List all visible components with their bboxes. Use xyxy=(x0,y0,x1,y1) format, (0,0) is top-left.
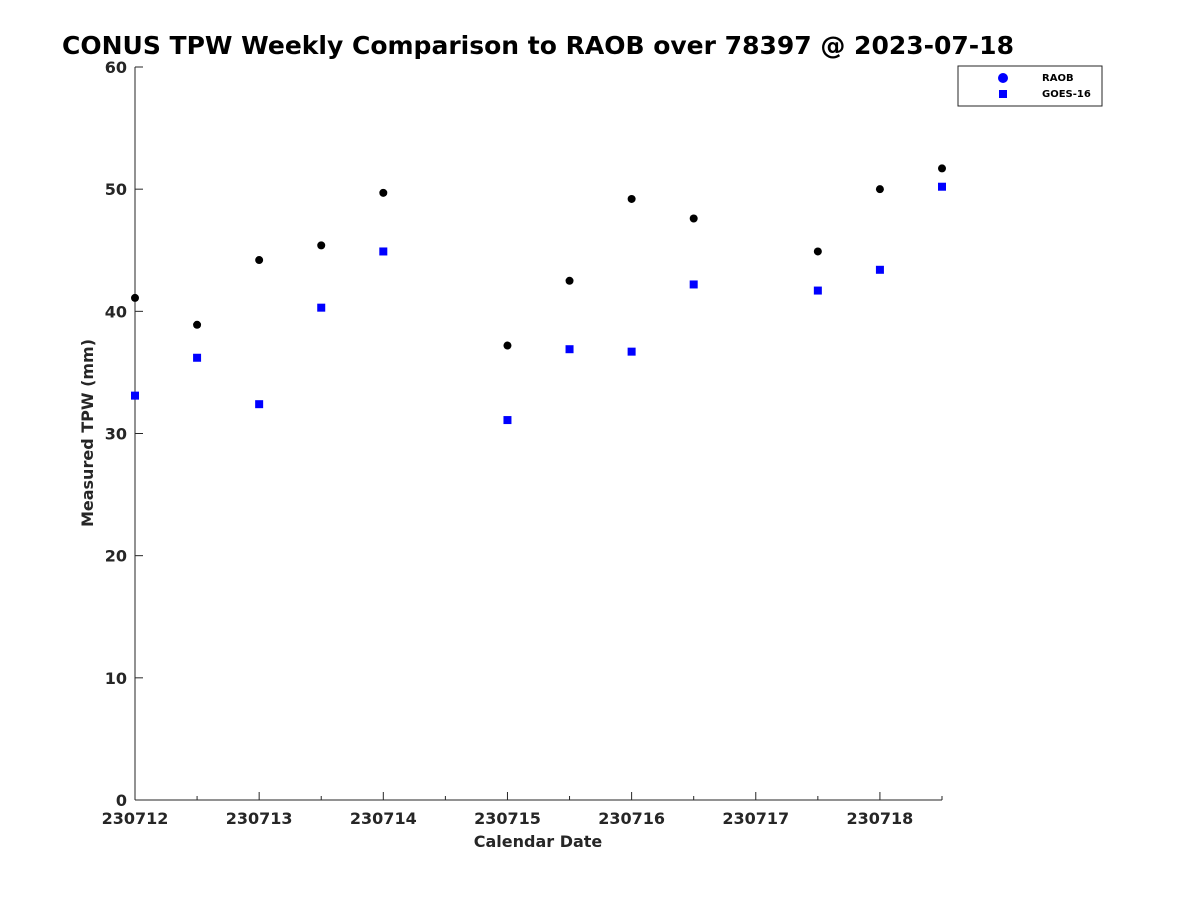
x-tick-label: 230714 xyxy=(350,809,417,828)
legend-raob-marker xyxy=(998,73,1008,83)
x-tick-label: 230718 xyxy=(847,809,914,828)
raob-point xyxy=(627,194,636,203)
x-tick-label: 230717 xyxy=(722,809,789,828)
goes16-point xyxy=(627,347,636,356)
x-axis-ticks: 230712 230713 230714 230715 230716 230717 2307… xyxy=(102,792,943,828)
raob-point xyxy=(565,276,574,285)
goes16-point xyxy=(379,247,388,256)
goes16-point xyxy=(193,353,202,362)
raob-point xyxy=(813,247,822,256)
goes16-point xyxy=(938,182,946,191)
y-axis-label: Measured TPW (mm) xyxy=(78,339,97,527)
x-tick-label: 230712 xyxy=(102,809,169,828)
goes16-point xyxy=(255,400,264,409)
y-tick-label: 60 xyxy=(105,58,127,77)
x-tick-label: 230715 xyxy=(474,809,541,828)
raob-point xyxy=(689,214,698,223)
goes16-point xyxy=(875,265,884,274)
legend-box xyxy=(957,65,1103,107)
goes16-point xyxy=(317,303,326,312)
goes16-point xyxy=(565,345,574,354)
legend: RAOB GOES-16 xyxy=(957,65,1103,107)
y-tick-label: 0 xyxy=(116,791,127,810)
y-axis-ticks: 0 10 20 30 40 50 60 xyxy=(105,58,143,810)
goes16-point xyxy=(503,416,512,425)
legend-goes-label: GOES-16 xyxy=(1042,89,1091,100)
goes16-point xyxy=(689,280,698,289)
y-tick-label: 40 xyxy=(105,302,127,321)
chart-title: CONUS TPW Weekly Comparison to RAOB over… xyxy=(62,31,1014,60)
goes16-point xyxy=(131,391,139,400)
raob-point xyxy=(875,185,884,194)
y-tick-label: 20 xyxy=(105,547,127,566)
raob-point xyxy=(938,164,946,173)
legend-goes-marker xyxy=(999,90,1007,98)
x-tick-label: 230713 xyxy=(226,809,293,828)
legend-raob-label: RAOB xyxy=(1042,73,1074,84)
raob-point xyxy=(317,241,326,250)
raob-point xyxy=(503,341,512,350)
y-tick-label: 10 xyxy=(105,669,127,688)
y-tick-label: 30 xyxy=(105,425,127,444)
x-tick-label: 230716 xyxy=(598,809,665,828)
raob-point xyxy=(379,188,388,197)
goes16-point xyxy=(813,286,822,295)
raob-point xyxy=(131,293,139,302)
data-points xyxy=(131,164,946,425)
x-axis-label: Calendar Date xyxy=(474,832,603,851)
raob-point xyxy=(193,320,202,329)
raob-point xyxy=(255,256,264,265)
y-tick-label: 50 xyxy=(105,180,127,199)
